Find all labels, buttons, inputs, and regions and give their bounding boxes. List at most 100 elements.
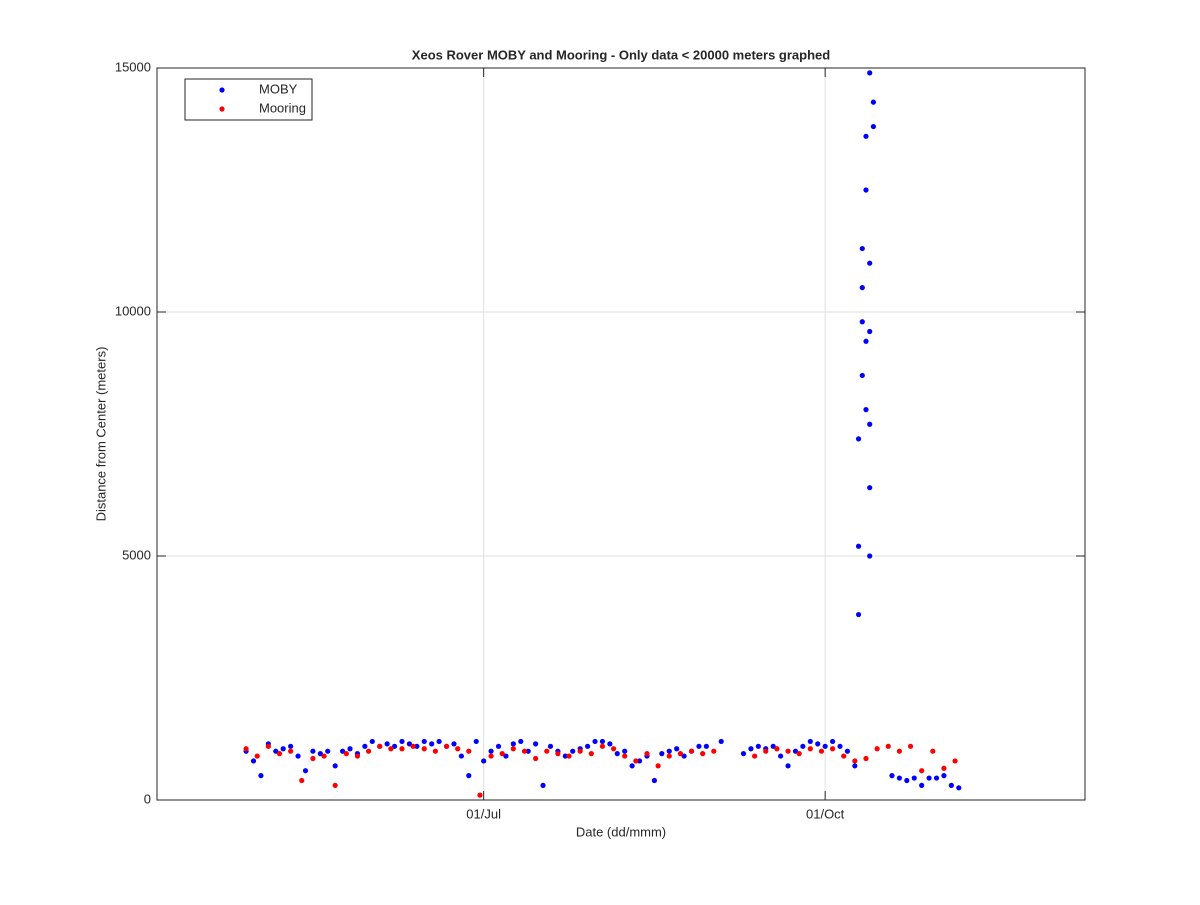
data-point	[347, 746, 353, 752]
data-point	[588, 751, 594, 757]
data-point	[867, 70, 873, 76]
data-point	[599, 738, 606, 745]
data-point	[533, 755, 539, 762]
data-point	[926, 775, 932, 781]
data-point	[941, 765, 947, 771]
data-point	[332, 782, 338, 788]
data-point	[362, 743, 368, 749]
data-point	[867, 485, 873, 491]
legend: MOBY Mooring	[184, 78, 313, 121]
data-point	[443, 743, 450, 749]
data-point	[666, 748, 672, 754]
y-tick-label: 0	[144, 791, 151, 806]
data-point	[610, 746, 617, 752]
data-point	[399, 738, 405, 745]
data-point	[518, 738, 524, 745]
data-point	[855, 611, 862, 618]
data-point	[592, 738, 598, 745]
legend-label: MOBY	[259, 81, 298, 96]
data-point	[458, 753, 464, 759]
data-point	[904, 777, 910, 784]
data-point	[785, 763, 791, 769]
data-point	[896, 775, 903, 781]
data-point	[310, 748, 316, 754]
data-point	[919, 768, 925, 774]
data-point	[466, 748, 472, 754]
data-point	[633, 758, 639, 764]
data-point	[688, 748, 695, 754]
data-point	[614, 751, 620, 757]
y-tick-label: 10000	[115, 303, 151, 318]
data-point	[406, 741, 413, 747]
data-point	[562, 753, 568, 759]
chart-title: Xeos Rover MOBY and Mooring - Only data …	[412, 47, 830, 62]
data-point	[510, 746, 516, 752]
data-point	[488, 753, 494, 759]
data-point	[636, 758, 643, 764]
data-point	[295, 753, 301, 759]
data-point	[855, 543, 862, 549]
data-point	[432, 748, 438, 754]
data-point	[280, 746, 286, 752]
data-point	[302, 768, 309, 774]
data-point	[863, 187, 869, 193]
data-point	[629, 763, 635, 769]
data-point	[740, 751, 747, 757]
data-point	[703, 743, 709, 749]
data-point	[889, 773, 895, 779]
data-point	[488, 748, 494, 754]
data-point	[748, 746, 754, 752]
data-point	[388, 746, 394, 752]
data-point	[577, 748, 583, 754]
data-point	[332, 763, 338, 769]
data-point	[867, 260, 873, 266]
data-point	[243, 746, 249, 752]
data-point	[429, 741, 435, 747]
data-point	[365, 748, 372, 754]
data-point	[785, 748, 791, 754]
data-point	[644, 751, 650, 757]
data-point	[503, 753, 509, 759]
data-point	[540, 782, 546, 788]
data-point	[859, 319, 865, 325]
data-point	[700, 751, 706, 757]
data-point	[822, 743, 828, 749]
data-point	[930, 748, 936, 754]
data-point	[510, 741, 516, 747]
data-point	[384, 741, 390, 747]
data-point	[599, 743, 606, 749]
data-point	[956, 785, 962, 791]
data-point	[495, 743, 502, 749]
data-point	[250, 758, 257, 764]
data-point	[807, 738, 813, 745]
data-point	[544, 748, 550, 754]
data-point	[622, 753, 628, 759]
data-point	[622, 748, 628, 754]
data-point	[859, 285, 865, 291]
data-point	[414, 743, 420, 749]
data-point	[265, 743, 271, 749]
data-point	[377, 743, 383, 749]
data-point	[718, 738, 724, 745]
plot-area	[157, 68, 1085, 800]
data-point	[674, 746, 680, 752]
data-point	[547, 743, 554, 749]
data-point	[354, 753, 361, 759]
data-point	[525, 748, 531, 754]
data-point	[763, 748, 769, 754]
legend-marker	[219, 87, 225, 93]
data-point	[570, 748, 576, 754]
data-point	[659, 751, 665, 757]
x-tick-label: 01/Oct	[806, 806, 845, 821]
axes-box	[156, 67, 1086, 801]
data-point	[948, 782, 954, 788]
data-point	[855, 436, 862, 442]
data-point	[829, 746, 836, 752]
data-point	[410, 743, 416, 749]
data-point	[399, 746, 405, 752]
legend-marker	[219, 106, 225, 112]
data-point	[607, 741, 613, 747]
data-point	[677, 751, 683, 757]
data-point	[818, 748, 825, 754]
data-point	[499, 751, 505, 757]
